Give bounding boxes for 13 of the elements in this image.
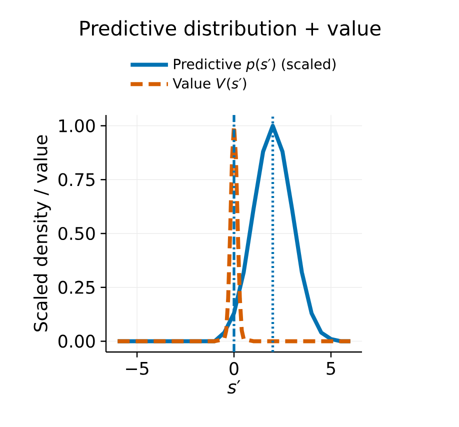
y-tick-label: 0.50 xyxy=(58,226,95,240)
y-tick-label: 0.00 xyxy=(58,334,95,348)
x-tick-label: 0 xyxy=(230,362,238,376)
x-axis-title: s′ xyxy=(227,380,240,394)
y-axis-title: Scaled density / value xyxy=(33,135,51,332)
legend-label: Value V(s′) xyxy=(172,78,246,90)
legend-label: Predictive p(s′) (scaled) xyxy=(174,58,336,72)
y-tick-label: 0.25 xyxy=(58,280,94,294)
y-tick-label: 0.75 xyxy=(58,173,94,186)
x-tick-label: 5 xyxy=(326,362,335,375)
y-tick-label: 1.00 xyxy=(59,119,95,132)
x-tick-label: −5 xyxy=(126,362,148,375)
chart-title: Predictive distribution + value xyxy=(80,20,380,36)
